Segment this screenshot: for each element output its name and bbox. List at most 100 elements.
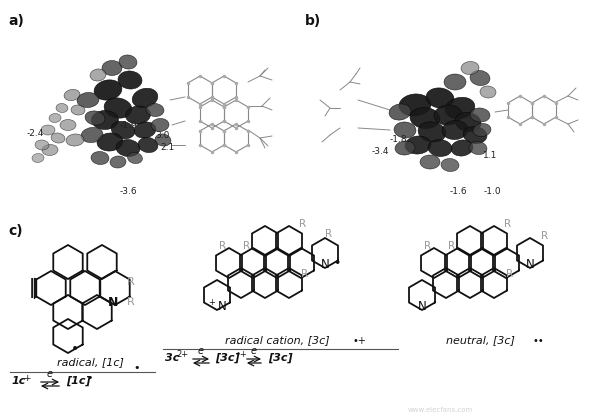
Text: a): a) xyxy=(8,14,24,28)
Ellipse shape xyxy=(394,122,416,138)
Ellipse shape xyxy=(49,113,61,122)
Ellipse shape xyxy=(77,92,99,107)
Ellipse shape xyxy=(441,158,459,171)
Ellipse shape xyxy=(81,127,103,143)
Ellipse shape xyxy=(420,155,440,169)
Text: $^+$N: $^+$N xyxy=(207,299,227,315)
Text: ••: •• xyxy=(532,336,544,346)
Ellipse shape xyxy=(399,94,431,116)
Ellipse shape xyxy=(473,123,491,137)
Ellipse shape xyxy=(51,133,65,143)
Text: +: + xyxy=(23,374,31,383)
Ellipse shape xyxy=(434,105,462,125)
Ellipse shape xyxy=(118,71,142,89)
Ellipse shape xyxy=(110,156,126,168)
Text: -1.6: -1.6 xyxy=(449,188,467,196)
Ellipse shape xyxy=(94,80,122,100)
Ellipse shape xyxy=(138,138,158,153)
Text: R: R xyxy=(506,269,514,279)
Ellipse shape xyxy=(116,140,140,156)
Ellipse shape xyxy=(444,74,466,90)
Ellipse shape xyxy=(405,136,431,154)
Ellipse shape xyxy=(155,134,171,146)
Text: R: R xyxy=(244,241,251,251)
Text: radical cation, [3c]: radical cation, [3c] xyxy=(224,335,329,345)
Text: b): b) xyxy=(305,14,321,28)
Ellipse shape xyxy=(91,151,109,165)
Text: 1c: 1c xyxy=(12,376,26,386)
Ellipse shape xyxy=(104,98,132,118)
Ellipse shape xyxy=(60,120,76,130)
Text: N: N xyxy=(320,258,329,272)
Ellipse shape xyxy=(125,106,151,124)
Ellipse shape xyxy=(470,71,490,86)
Ellipse shape xyxy=(128,153,142,163)
Ellipse shape xyxy=(480,86,496,98)
Ellipse shape xyxy=(395,141,415,155)
Ellipse shape xyxy=(469,141,487,155)
Ellipse shape xyxy=(119,55,137,69)
Text: -1.0: -1.0 xyxy=(483,188,501,196)
Text: 2.1: 2.1 xyxy=(160,143,174,153)
Ellipse shape xyxy=(64,89,80,101)
Ellipse shape xyxy=(470,108,490,122)
Ellipse shape xyxy=(134,122,156,138)
Text: N: N xyxy=(526,258,535,272)
Ellipse shape xyxy=(56,104,68,112)
Text: -1.8: -1.8 xyxy=(389,135,407,145)
Ellipse shape xyxy=(102,61,122,76)
Text: •: • xyxy=(134,363,140,373)
Ellipse shape xyxy=(85,111,105,125)
Text: R: R xyxy=(505,219,512,229)
Ellipse shape xyxy=(132,88,158,108)
Ellipse shape xyxy=(111,121,135,139)
Text: radical, [1c]: radical, [1c] xyxy=(56,357,124,367)
Ellipse shape xyxy=(428,140,452,156)
Ellipse shape xyxy=(42,145,58,155)
Text: 3.0: 3.0 xyxy=(155,132,169,140)
Text: -2.4: -2.4 xyxy=(26,128,44,138)
Text: R: R xyxy=(127,297,135,307)
Ellipse shape xyxy=(146,104,164,117)
Ellipse shape xyxy=(151,118,169,132)
Text: e: e xyxy=(47,369,53,379)
Text: R: R xyxy=(299,219,307,229)
Ellipse shape xyxy=(389,104,411,120)
Text: R: R xyxy=(220,241,227,251)
Ellipse shape xyxy=(426,88,454,108)
Text: neutral, [3c]: neutral, [3c] xyxy=(446,335,514,345)
Ellipse shape xyxy=(418,122,446,142)
Text: •+: •+ xyxy=(236,350,248,359)
Ellipse shape xyxy=(410,107,440,129)
Text: -3.6: -3.6 xyxy=(119,188,137,196)
Text: R: R xyxy=(325,229,332,239)
Text: R: R xyxy=(541,231,548,241)
Text: [3c]: [3c] xyxy=(215,353,239,363)
Text: -3.4: -3.4 xyxy=(371,148,389,156)
Text: -1.9: -1.9 xyxy=(119,120,137,130)
Text: •+: •+ xyxy=(353,336,367,346)
Text: www.elecfans.com: www.elecfans.com xyxy=(407,407,473,413)
Text: c): c) xyxy=(8,224,23,238)
Ellipse shape xyxy=(442,120,468,140)
Text: [1c]: [1c] xyxy=(66,376,91,386)
Ellipse shape xyxy=(90,69,106,81)
Text: [3c]: [3c] xyxy=(268,353,293,363)
Text: •: • xyxy=(71,342,79,356)
Ellipse shape xyxy=(32,153,44,163)
Text: R: R xyxy=(127,277,135,287)
Ellipse shape xyxy=(451,140,473,156)
Text: R: R xyxy=(424,241,431,251)
Ellipse shape xyxy=(445,97,475,119)
Text: R: R xyxy=(301,269,308,279)
Text: N: N xyxy=(108,296,118,308)
Text: 3c: 3c xyxy=(165,353,179,363)
Text: N: N xyxy=(418,301,427,314)
Text: R: R xyxy=(448,241,455,251)
Text: •: • xyxy=(86,373,92,383)
Ellipse shape xyxy=(461,61,479,74)
Text: e: e xyxy=(198,346,204,356)
Ellipse shape xyxy=(91,110,119,130)
Ellipse shape xyxy=(35,140,49,150)
Text: •: • xyxy=(334,257,341,270)
